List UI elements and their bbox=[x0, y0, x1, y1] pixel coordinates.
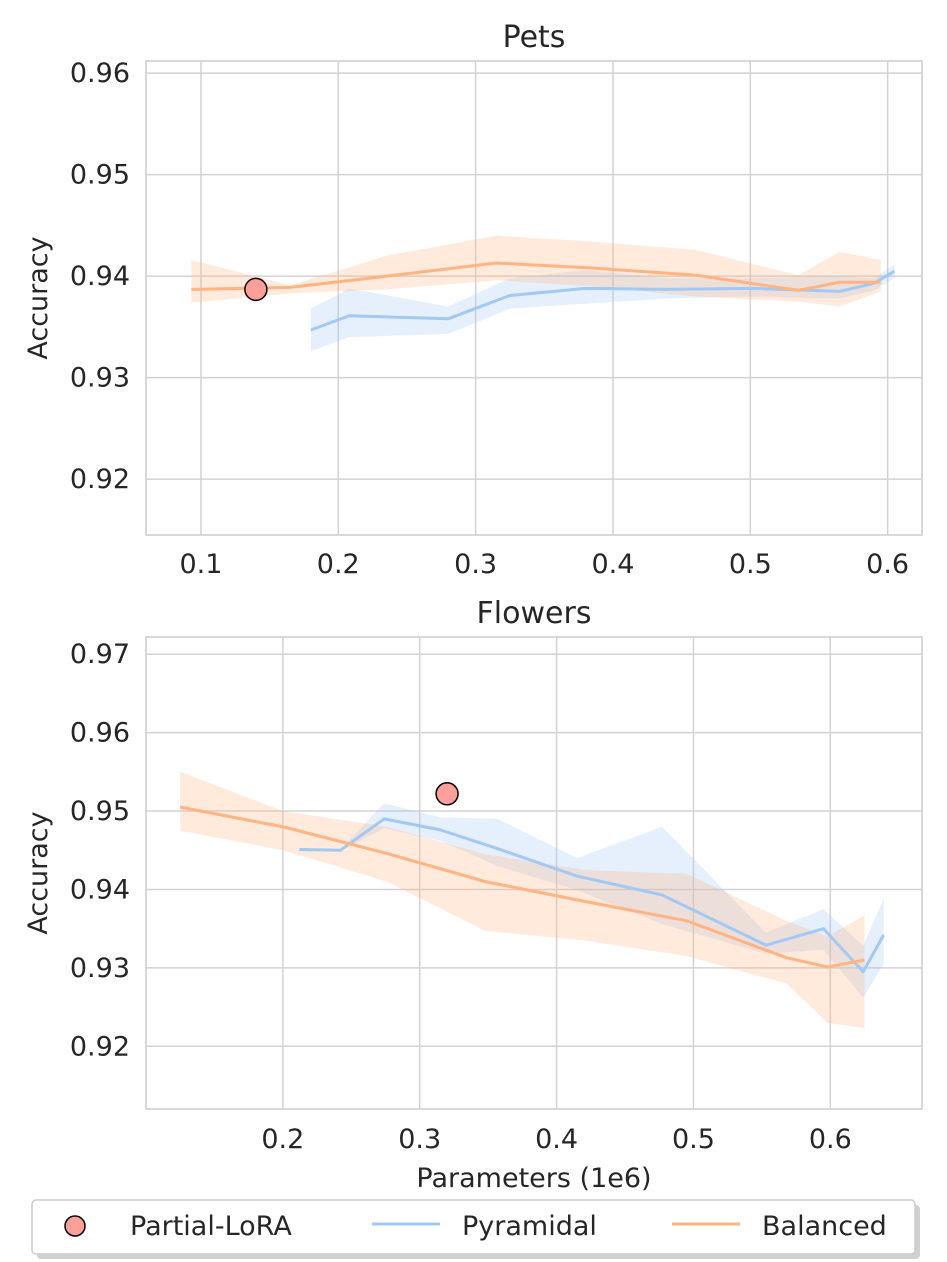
flowers-balanced-band bbox=[180, 771, 865, 1029]
flowers-series-lines bbox=[179, 805, 885, 974]
pets-y-axis-label: Accuracy bbox=[23, 236, 54, 359]
flowers-x-tick-label: 0.4 bbox=[535, 1124, 578, 1155]
flowers-y-tick-label: 0.93 bbox=[70, 953, 130, 984]
pets-pyramidal-line bbox=[310, 269, 896, 332]
pets-partial-lora-point bbox=[244, 277, 268, 302]
pets-y-tick-label: 0.96 bbox=[70, 58, 130, 89]
flowers-x-axis-label: Parameters (1e6) bbox=[416, 1163, 651, 1194]
pets-y-tick-labels: 0.92 0.93 0.94 0.95 0.96 bbox=[70, 58, 130, 495]
pets-title: Pets bbox=[503, 20, 566, 55]
flowers-x-tick-label: 0.6 bbox=[809, 1124, 852, 1155]
pets-x-tick-label: 0.1 bbox=[179, 549, 222, 580]
pets-y-tick-label: 0.92 bbox=[70, 464, 130, 495]
flowers-x-tick-label: 0.2 bbox=[261, 1124, 304, 1155]
legend-marker-partial-lora bbox=[64, 1215, 86, 1237]
flowers-x-tick-label: 0.5 bbox=[672, 1124, 715, 1155]
legend-box bbox=[31, 1199, 916, 1255]
pets-pyramidal-band bbox=[310, 263, 895, 352]
flowers-y-tick-label: 0.96 bbox=[70, 718, 130, 749]
legend-label-balanced: Balanced bbox=[762, 1211, 887, 1242]
pets-points bbox=[244, 277, 268, 302]
legend: Partial-LoRA Pyramidal Balanced bbox=[31, 1199, 920, 1259]
pets-x-tick-label: 0.3 bbox=[454, 549, 497, 580]
flowers-title: Flowers bbox=[477, 596, 592, 631]
flowers-y-tick-label: 0.95 bbox=[70, 796, 130, 827]
pets-x-tick-label: 0.2 bbox=[317, 549, 360, 580]
flowers-x-tick-labels: 0.2 0.3 0.4 0.5 0.6 bbox=[261, 1124, 851, 1155]
flowers-partial-lora-point bbox=[435, 782, 459, 806]
legend-label-partial-lora: Partial-LoRA bbox=[130, 1211, 292, 1242]
flowers-x-tick-label: 0.3 bbox=[398, 1124, 441, 1155]
flowers-y-axis-label: Accuracy bbox=[23, 811, 54, 934]
pets-series-lines bbox=[191, 261, 896, 332]
pets-chart: 0.1 0.2 0.3 0.4 0.5 0.6 0.920.930.940.950.96 … bbox=[23, 20, 923, 580]
pets-x-tick-labels: 0.1 0.2 0.3 0.4 0.5 0.6 bbox=[179, 549, 909, 580]
flowers-gridlines bbox=[146, 637, 922, 1109]
legend-label-pyramidal: Pyramidal bbox=[462, 1211, 597, 1242]
pets-y-tick-label: 0.95 bbox=[70, 160, 130, 191]
pets-x-tick-label: 0.5 bbox=[729, 549, 772, 580]
pets-x-tick-label: 0.4 bbox=[591, 549, 634, 580]
flowers-balanced-line bbox=[179, 805, 865, 969]
flowers-plot-area bbox=[145, 636, 923, 1110]
flowers-y-tick-label: 0.92 bbox=[70, 1031, 130, 1062]
pets-y-tick-label: 0.94 bbox=[70, 261, 130, 292]
flowers-pyramidal-line bbox=[299, 817, 885, 974]
pets-y-tick-label: 0.93 bbox=[70, 363, 130, 394]
flowers-y-tick-labels: 0.92 0.93 0.94 0.95 0.96 0.97 bbox=[70, 639, 130, 1062]
pets-balanced-line bbox=[191, 261, 881, 292]
flowers-points bbox=[435, 782, 459, 806]
flowers-y-tick-label: 0.94 bbox=[70, 874, 130, 905]
pets-gridlines bbox=[146, 61, 922, 535]
flowers-chart: 0.2 0.3 0.4 0.5 0.6 0.92 0.93 0.94 0.95 0.96 0.97… bbox=[23, 596, 923, 1194]
flowers-y-tick-label: 0.97 bbox=[70, 639, 130, 670]
pets-x-tick-label: 0.6 bbox=[866, 549, 909, 580]
flowers-confidence-bands bbox=[180, 771, 884, 1029]
pets-plot-area bbox=[145, 60, 923, 536]
